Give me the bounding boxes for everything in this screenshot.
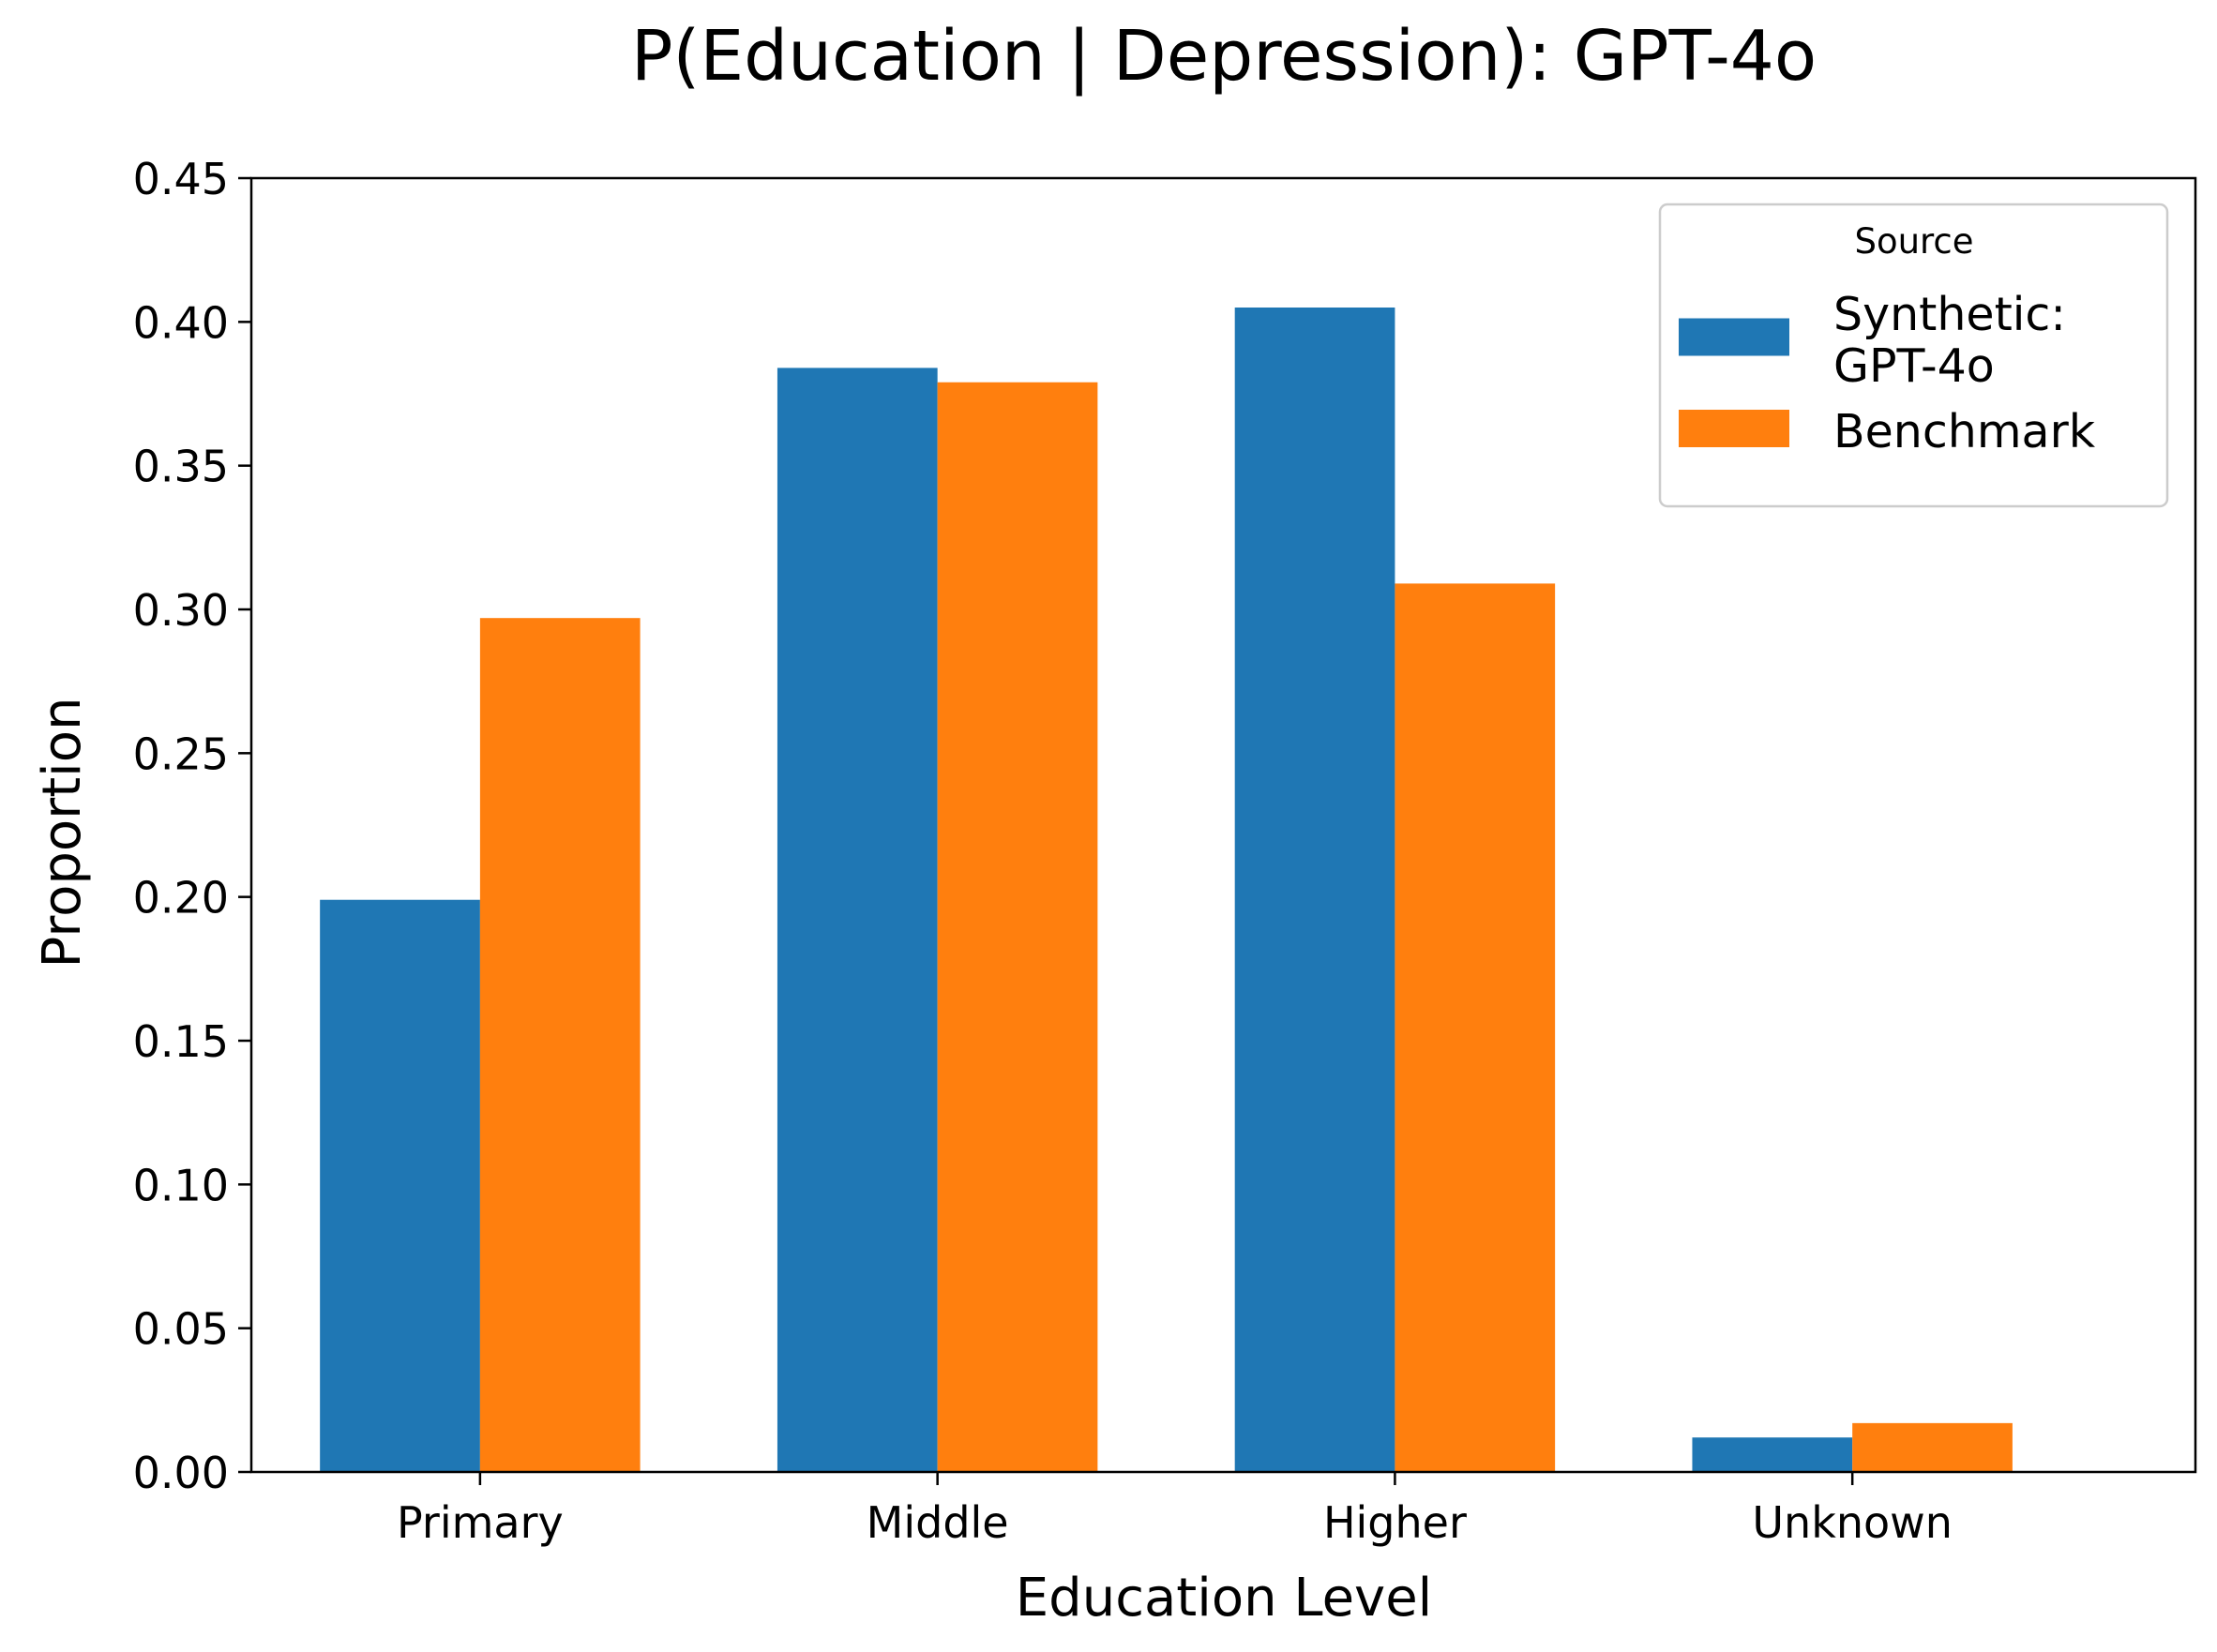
- x-axis-label: Education Level: [1016, 1568, 1432, 1629]
- y-tick-label: 0.30: [133, 585, 229, 636]
- y-axis-label: Proportion: [32, 698, 93, 969]
- bar-middle-benchmark: [937, 382, 1098, 1472]
- y-tick-label: 0.15: [133, 1016, 229, 1067]
- bars-layer: [320, 308, 2013, 1472]
- y-tick-label: 0.25: [133, 728, 229, 779]
- x-tick-label-middle: Middle: [867, 1497, 1009, 1548]
- bar-higher-synthetic: [1234, 308, 1395, 1472]
- y-tick-label: 0.35: [133, 442, 229, 492]
- bar-middle-synthetic: [777, 368, 938, 1472]
- bar-unknown-benchmark: [1852, 1422, 2013, 1472]
- y-tick-label: 0.40: [133, 297, 229, 348]
- y-tick-label: 0.05: [133, 1304, 229, 1355]
- x-axis-ticks: Primary Middle Higher Unknown: [397, 1472, 1953, 1548]
- bar-unknown-synthetic: [1692, 1437, 1853, 1472]
- y-tick-label: 0.45: [133, 154, 229, 204]
- legend-items: Synthetic: GPT-4o Benchmark: [1679, 288, 2096, 458]
- y-axis-ticks: 0.00 0.05 0.10 0.15 0.20 0.25 0.30 0.35 0.40 0.45: [133, 154, 251, 1498]
- legend-label-benchmark: Benchmark: [1833, 405, 2096, 458]
- legend-swatch-benchmark: [1679, 410, 1789, 447]
- legend-title: Source: [1854, 221, 1973, 262]
- legend-swatch-synthetic: [1679, 318, 1789, 356]
- bar-primary-benchmark: [479, 618, 641, 1472]
- x-tick-label-unknown: Unknown: [1752, 1497, 1953, 1548]
- bar-higher-benchmark: [1395, 583, 1556, 1472]
- legend-label-synthetic: Synthetic: GPT-4o: [1833, 288, 2066, 393]
- y-tick-label: 0.00: [133, 1448, 229, 1498]
- bar-primary-synthetic: [320, 899, 480, 1472]
- y-tick-label: 0.10: [133, 1160, 229, 1210]
- legend: Source Synthetic: GPT-4o Benchmark: [1658, 203, 2169, 508]
- x-tick-label-primary: Primary: [397, 1497, 564, 1548]
- y-tick-label: 0.20: [133, 873, 229, 924]
- plot-frame: [249, 176, 2197, 1474]
- x-tick-label-higher: Higher: [1323, 1497, 1467, 1548]
- chart-title: P(Education | Depression): GPT-4o: [631, 16, 1817, 97]
